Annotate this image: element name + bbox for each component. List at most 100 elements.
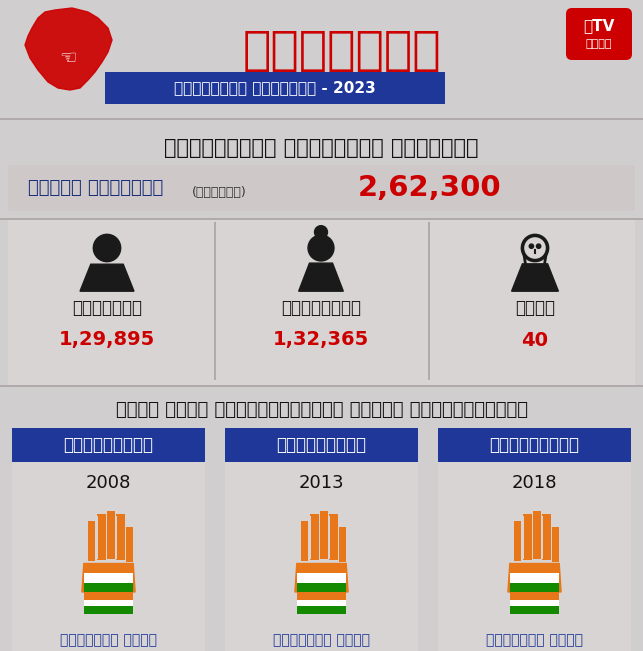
Bar (510, 583, 559, 592)
Bar (125, 516, 126, 559)
Bar (338, 516, 339, 559)
Circle shape (314, 226, 327, 239)
Bar (438, 428, 631, 462)
Text: (ಅಂದಾಜು): (ಅಂದಾಜು) (192, 186, 247, 199)
Bar (225, 428, 418, 462)
Bar (115, 516, 116, 559)
Polygon shape (512, 264, 558, 291)
Polygon shape (80, 264, 134, 291)
Text: 2018: 2018 (512, 474, 557, 492)
Bar (116, 514, 125, 560)
Polygon shape (82, 564, 135, 592)
Text: ಇತರೆ: ಇತರೆ (515, 299, 555, 317)
Bar (12, 428, 205, 651)
Bar (97, 514, 105, 560)
Circle shape (529, 244, 534, 249)
Bar (84, 583, 133, 592)
Text: ಕರ್ನಾಟಕ: ಕರ್ನಾಟಕ (242, 29, 441, 74)
Bar (12, 428, 205, 462)
Circle shape (536, 244, 541, 249)
Bar (438, 428, 631, 651)
Polygon shape (508, 564, 561, 592)
Bar (428, 222, 430, 380)
Circle shape (93, 234, 121, 262)
Text: 2,62,300: 2,62,300 (358, 174, 502, 202)
Bar (84, 573, 133, 583)
Text: ಪುರುಷರು: ಪುರುಷರು (72, 299, 142, 317)
Bar (532, 516, 533, 559)
Bar (310, 514, 319, 560)
Bar (309, 516, 311, 559)
Bar (0, 118, 643, 120)
Bar (96, 516, 98, 559)
Bar (297, 573, 346, 583)
Bar (510, 564, 559, 573)
Bar (522, 516, 523, 559)
Bar (510, 573, 559, 583)
Bar (552, 527, 559, 562)
Circle shape (308, 235, 334, 261)
Bar (541, 516, 543, 559)
Text: 2013: 2013 (299, 474, 344, 492)
Bar (107, 511, 115, 559)
Text: భారత: భారత (586, 39, 612, 49)
Bar (514, 521, 521, 561)
Text: ಕಳೆದ ಮೂರು ಚುನಾವಣೆಯಲ್ಲಿ ಗೆದ್ದ ಅಭ್ಯರ್ಥಿಗಳು: ಕಳೆದ ಮೂರು ಚುನಾವಣೆಯಲ್ಲಿ ಗೆದ್ದ ಅಭ್ಯರ್ಥಿಗಳು (116, 401, 527, 419)
Text: ಕಾಂಗ್ರೆಸ್: ಕಾಂಗ್ರೆಸ್ (64, 436, 154, 454)
Bar (297, 600, 346, 606)
Bar (105, 516, 107, 559)
Circle shape (525, 238, 545, 258)
Polygon shape (295, 564, 348, 592)
Text: ವಿಧಾನಸಭೆ ಚುನಾವಣೆ - 2023: ವಿಧಾನಸಭೆ ಚುನಾವಣೆ - 2023 (174, 81, 376, 96)
Text: ಕಾಂಗ್ರೆಸ್: ಕಾಂಗ್ರೆಸ್ (489, 436, 579, 454)
Bar (8, 165, 635, 211)
Text: ತನ್ವೀರ್ ಸೇಠ್: ತನ್ವೀರ್ ಸೇಠ್ (60, 633, 157, 647)
Polygon shape (25, 8, 112, 90)
Text: ತನ್ವೀರ್ ಸೇಠ್: ತನ್ವೀರ್ ಸೇಠ್ (273, 633, 370, 647)
Text: ఈTV: ఈTV (583, 18, 615, 33)
Bar (125, 527, 133, 562)
Bar (329, 514, 338, 560)
Bar (0, 385, 643, 387)
Bar (510, 606, 559, 614)
Bar (320, 511, 328, 559)
Bar (297, 564, 346, 573)
Bar (510, 592, 559, 600)
Circle shape (521, 234, 548, 262)
Bar (8, 220, 635, 385)
Bar (328, 516, 330, 559)
Polygon shape (299, 263, 343, 291)
Bar (105, 72, 445, 104)
Text: ☜: ☜ (59, 49, 77, 68)
FancyBboxPatch shape (566, 8, 632, 60)
Text: ಒಟ್ಟು ಮತದಾರರು: ಒಟ್ಟು ಮತದಾರರು (28, 179, 163, 197)
Bar (300, 521, 308, 561)
Bar (297, 583, 346, 592)
Bar (84, 592, 133, 600)
Text: 1,29,895: 1,29,895 (59, 331, 155, 350)
Bar (0, 218, 643, 220)
Bar (0, 0, 643, 118)
Text: 2008: 2008 (86, 474, 131, 492)
Bar (87, 521, 95, 561)
Bar (214, 222, 216, 380)
Text: 1,32,365: 1,32,365 (273, 331, 369, 350)
Bar (510, 600, 559, 606)
Bar (84, 564, 133, 573)
Bar (84, 600, 133, 606)
Bar (297, 592, 346, 600)
Text: 40: 40 (521, 331, 548, 350)
Text: ಮಹಿಳೆಯರು: ಮಹಿಳೆಯರು (281, 299, 361, 317)
Text: ತನ್ವೀರ್ ಸೇಠ್: ತನ್ವೀರ್ ಸೇಠ್ (486, 633, 583, 647)
Bar (84, 606, 133, 614)
Text: ಕಾಂಗ್ರೆಸ್: ಕಾಂಗ್ರೆಸ್ (276, 436, 367, 454)
Bar (339, 527, 346, 562)
Bar (297, 606, 346, 614)
Bar (550, 516, 552, 559)
Bar (319, 516, 320, 559)
Bar (542, 514, 550, 560)
Bar (523, 514, 532, 560)
Bar (225, 428, 418, 651)
Bar (532, 511, 541, 559)
Text: ನರಸಿಂಹರಾಜ ವಿಧಾನಸಭಾ ಕ್ಷೇತ್ರ: ನರಸಿಂಹರಾಜ ವಿಧಾನಸಭಾ ಕ್ಷೇತ್ರ (164, 138, 479, 158)
